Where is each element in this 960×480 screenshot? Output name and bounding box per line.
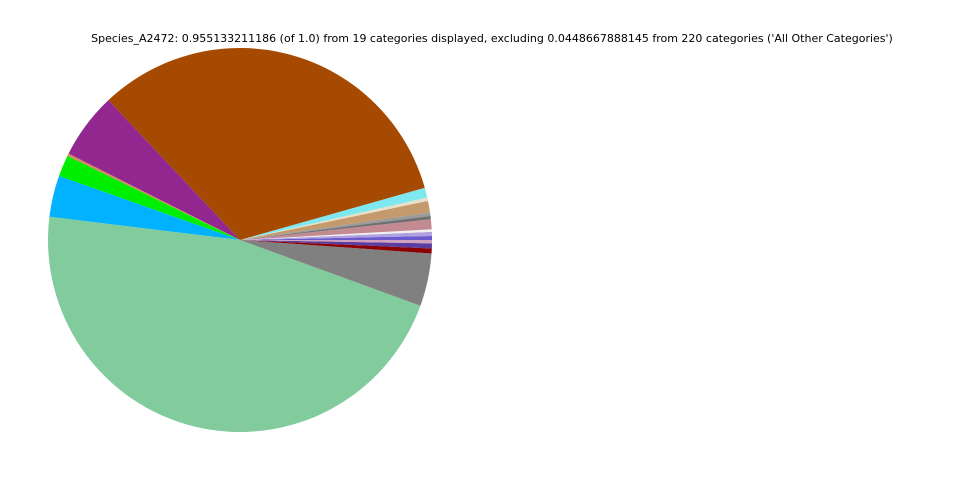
- pie-slice: [108, 47, 425, 240]
- pie-slice: [240, 229, 432, 240]
- pie-slice: [240, 212, 431, 240]
- pie-slice: [67, 153, 241, 240]
- pie-slice: [49, 176, 240, 240]
- pie-slice: [240, 240, 432, 249]
- pie-slice: [240, 187, 428, 240]
- pie-slice: [240, 215, 431, 240]
- pie-slice: [240, 231, 432, 240]
- pie-slice: [240, 240, 432, 244]
- pie-slice: [240, 200, 431, 240]
- pie-slice: [240, 219, 432, 240]
- pie-slice: [47, 216, 421, 433]
- chart-title: Species_A2472: 0.955133211186 (of 1.0) f…: [91, 32, 893, 45]
- pie-slice: [240, 240, 432, 306]
- pie-slice: [58, 155, 240, 240]
- pie-slice: [240, 240, 432, 254]
- pie-slice: [240, 235, 432, 240]
- pie-slice: [68, 100, 241, 241]
- pie-slice: [240, 197, 428, 240]
